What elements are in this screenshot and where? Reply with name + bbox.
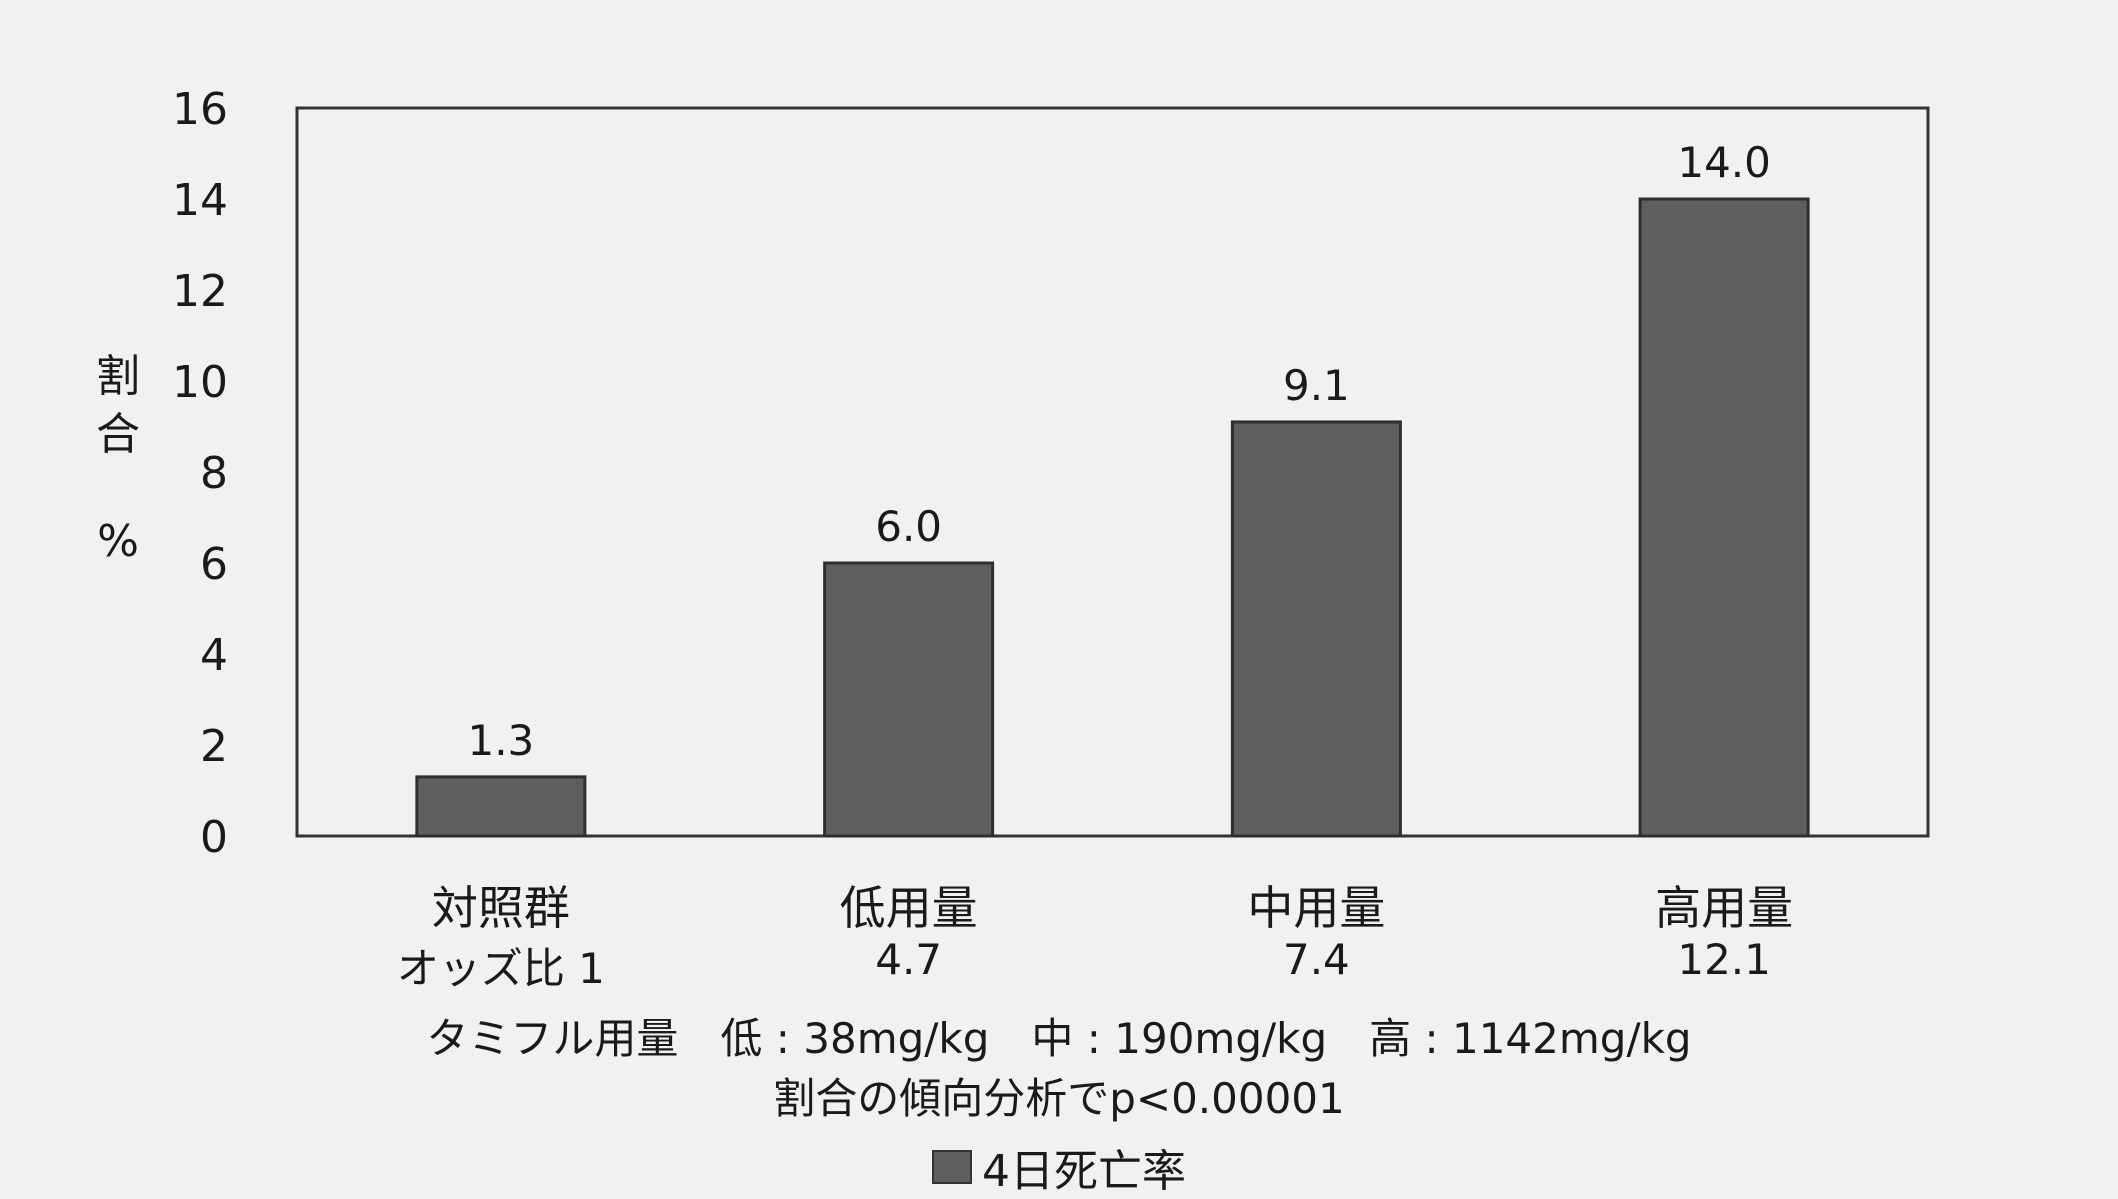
- bar: [1638, 197, 1810, 838]
- data-label: 9.1: [1283, 361, 1350, 410]
- category-label: 中用量: [1247, 881, 1386, 935]
- y-tick-label: 2: [200, 721, 228, 772]
- odds-ratio-label: 12.1: [1677, 935, 1771, 984]
- data-label: 6.0: [875, 502, 942, 551]
- trend-note: 割合の傾向分析でp<0.00001: [773, 1074, 1345, 1123]
- y-axis-label-char-2: 合: [96, 409, 140, 460]
- y-axis-label-char-3: %: [97, 516, 139, 567]
- bar: [823, 561, 995, 838]
- y-tick-label: 0: [200, 812, 228, 863]
- dose-note: タミフル用量 低 : 38mg/kg 中 : 190mg/kg 高 : 1142…: [426, 1014, 1692, 1063]
- odds-ratio-label: オッズ比 1: [396, 944, 605, 993]
- y-tick-label: 8: [200, 448, 228, 499]
- y-axis-label-char-1: 割: [96, 351, 140, 402]
- y-tick-label: 10: [172, 357, 228, 408]
- category-label: 対照群: [431, 881, 570, 935]
- plot-frame: [295, 106, 1930, 838]
- category-label: 高用量: [1655, 881, 1794, 935]
- category-label: 低用量: [839, 881, 978, 935]
- legend: 4日死亡率: [0, 1135, 2118, 1199]
- bar: [415, 775, 587, 838]
- bar: [1230, 420, 1402, 838]
- y-tick-label: 6: [200, 539, 228, 590]
- data-label: 14.0: [1677, 138, 1771, 187]
- odds-ratio-label: 4.7: [875, 935, 943, 984]
- y-tick-label: 12: [172, 266, 228, 317]
- legend-label: 4日死亡率: [982, 1146, 1186, 1197]
- data-label: 1.3: [467, 716, 534, 765]
- y-tick-label: 4: [200, 630, 228, 681]
- legend-swatch: [932, 1150, 972, 1184]
- y-tick-label: 14: [172, 175, 228, 226]
- y-tick-label: 16: [172, 84, 228, 135]
- odds-ratio-label: 7.4: [1282, 935, 1350, 984]
